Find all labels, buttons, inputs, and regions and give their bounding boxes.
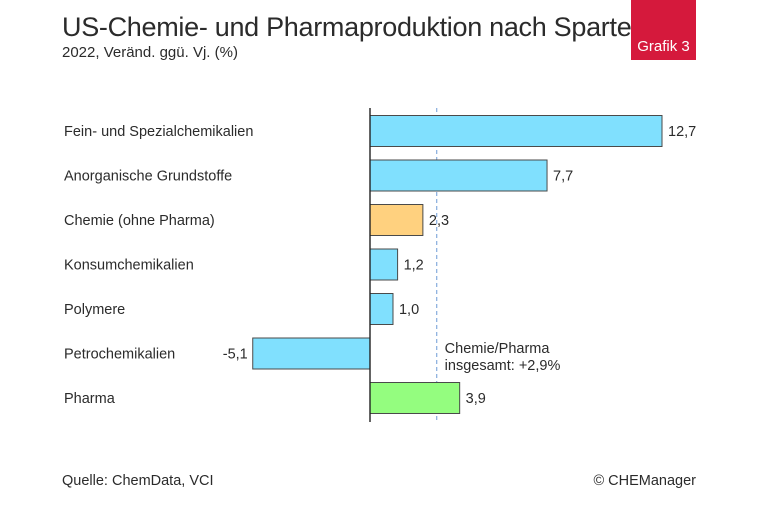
bar [369,382,461,414]
source-note: Quelle: ChemData, VCI [62,473,214,489]
copyright-note: © CHEManager [593,473,696,489]
bar [369,248,399,281]
category-label: Chemie (ohne Pharma) [64,213,215,229]
category-label: Pharma [64,391,116,407]
bar [369,293,394,325]
category-label: Anorganische Grundstoffe [64,169,232,185]
value-label: 1,0 [399,302,419,318]
chart-subtitle: 2022, Veränd. ggü. Vj. (%) [62,44,238,61]
reference-annotation: Chemie/Pharma [445,341,551,357]
bar [252,337,371,370]
category-label: Fein- und Spezialchemikalien [64,124,253,140]
value-label: 7,7 [553,169,573,185]
category-label: Petrochemikalien [64,347,175,363]
bar [369,159,548,192]
figure-badge: Grafik 3 [631,0,696,60]
value-label: 1,2 [404,258,424,274]
value-label: 2,3 [429,213,449,229]
category-label: Konsumchemikalien [64,258,194,274]
value-label: 3,9 [466,391,486,407]
value-label: -5,1 [223,347,248,363]
category-label: Polymere [64,302,125,318]
value-label: 12,7 [668,124,696,140]
reference-annotation: insgesamt: +2,9% [445,358,561,374]
bar [369,115,663,147]
chart-title: US-Chemie- und Pharmaproduktion nach Spa… [62,12,647,42]
bar [369,204,424,236]
figure-badge-label: Grafik 3 [637,38,690,55]
